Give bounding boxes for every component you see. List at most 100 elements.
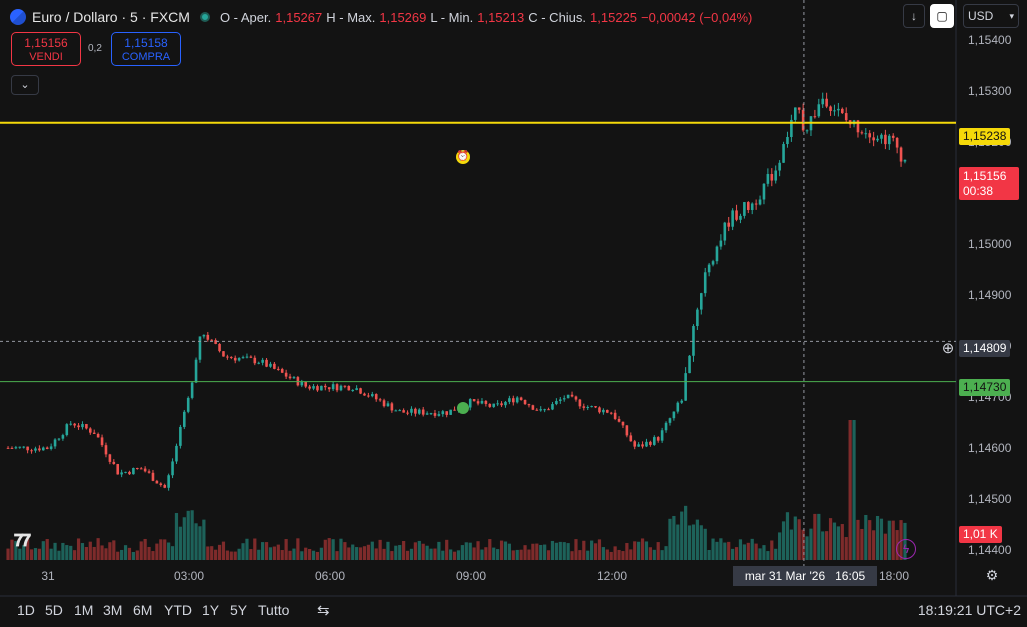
volume-bar bbox=[261, 542, 265, 560]
candle-body bbox=[163, 485, 167, 488]
event-marker-icon[interactable] bbox=[457, 402, 469, 414]
add-plus-icon[interactable]: ⊕ bbox=[941, 340, 955, 357]
volume-bar bbox=[445, 539, 449, 560]
candle-body bbox=[672, 411, 676, 419]
volume-bar bbox=[57, 550, 61, 560]
volume-bar bbox=[80, 543, 85, 560]
volume-bar bbox=[280, 550, 284, 560]
volume-bar bbox=[120, 549, 124, 560]
volume-bar bbox=[257, 549, 261, 560]
range-ytd-button[interactable]: YTD bbox=[164, 602, 192, 618]
alert-clock-icon[interactable]: ⏰ bbox=[456, 150, 470, 164]
range-1d-button[interactable]: 1D bbox=[17, 602, 35, 618]
volume-bar bbox=[770, 540, 774, 560]
candle-body bbox=[453, 409, 456, 411]
volume-bar bbox=[840, 524, 844, 560]
range-1m-button[interactable]: 1M bbox=[74, 602, 94, 618]
candle-body bbox=[629, 435, 633, 442]
volume-bar bbox=[92, 546, 96, 560]
candle-body bbox=[676, 402, 680, 412]
green-line-price-tag: 1,14730 bbox=[959, 379, 1011, 396]
candle-body bbox=[265, 359, 268, 367]
volume-bar bbox=[879, 518, 884, 560]
volume-bar bbox=[159, 539, 163, 560]
candle-body bbox=[143, 468, 147, 472]
open-label: O - Aper. bbox=[219, 9, 272, 25]
candle-body bbox=[288, 376, 292, 379]
volume-bar bbox=[554, 542, 558, 560]
candle-body bbox=[715, 246, 719, 262]
candle-body bbox=[527, 404, 531, 406]
candle-body bbox=[801, 109, 805, 131]
volume-bar bbox=[566, 543, 570, 560]
volume-bar bbox=[441, 550, 445, 560]
currency-select[interactable]: USD ▾ bbox=[963, 4, 1019, 28]
volume-bar bbox=[793, 516, 797, 560]
buy-label: COMPRA bbox=[121, 51, 171, 63]
volume-bar bbox=[864, 514, 868, 560]
volume-bar bbox=[18, 548, 22, 560]
sell-button[interactable]: 1,15156 VENDI bbox=[11, 32, 81, 66]
candle-body bbox=[696, 309, 699, 327]
volume-bar bbox=[774, 548, 778, 560]
buy-button[interactable]: 1,15158 COMPRA bbox=[111, 32, 181, 66]
range-all-button[interactable]: Tutto bbox=[258, 602, 290, 618]
volume-bar bbox=[155, 543, 159, 560]
volume-bar bbox=[421, 543, 425, 560]
candle-body bbox=[766, 174, 770, 184]
candle-body bbox=[625, 425, 629, 436]
candle-body bbox=[89, 428, 92, 433]
candle-body bbox=[120, 472, 123, 475]
collapse-chevron-icon[interactable]: ⌄ bbox=[11, 75, 39, 95]
range-5y-button[interactable]: 5Y bbox=[230, 602, 248, 618]
range-5d-button[interactable]: 5D bbox=[45, 602, 63, 618]
range-3m-button[interactable]: 3M bbox=[103, 602, 123, 618]
volume-bar bbox=[182, 517, 186, 560]
candle-body bbox=[351, 389, 355, 391]
volume-bar bbox=[535, 543, 539, 560]
high-label: H - Max. bbox=[326, 9, 376, 25]
screenshot-icon[interactable]: ▢ bbox=[930, 4, 954, 28]
volume-bar bbox=[88, 541, 92, 560]
volume-bar bbox=[593, 543, 598, 560]
volume-bar bbox=[625, 543, 629, 560]
volume-bar bbox=[852, 420, 856, 560]
candle-body bbox=[844, 113, 848, 121]
candle-body bbox=[562, 398, 566, 400]
clock[interactable]: 18:19:21 UTC+2 bbox=[918, 602, 1021, 618]
sell-label: VENDI bbox=[29, 51, 63, 63]
download-arrow-icon[interactable]: ↓ bbox=[903, 4, 925, 28]
volume-bar bbox=[22, 545, 26, 560]
x-axis-tick-label: 03:00 bbox=[174, 569, 204, 583]
range-6m-button[interactable]: 6M bbox=[133, 602, 153, 618]
candle-body bbox=[888, 135, 891, 145]
candle-body bbox=[758, 199, 762, 205]
candle-body bbox=[214, 340, 217, 344]
candle-body bbox=[183, 411, 186, 427]
candle-body bbox=[284, 372, 288, 377]
volume-bar bbox=[672, 515, 676, 560]
current-price-value: 1,15156 bbox=[963, 169, 1007, 183]
candle-body bbox=[132, 468, 135, 475]
close-value: 1,15225 bbox=[590, 9, 638, 25]
volume-bar bbox=[131, 551, 135, 560]
volume-bar bbox=[292, 548, 296, 560]
candle-body bbox=[324, 385, 327, 388]
candle-body bbox=[566, 394, 570, 399]
volume-bar bbox=[139, 541, 143, 560]
go-to-date-icon[interactable]: ⇆ bbox=[317, 602, 330, 619]
volume-bar bbox=[217, 544, 222, 560]
candle-body bbox=[570, 394, 574, 397]
symbol-title[interactable]: Euro / Dollaro · 5 · FXCM bbox=[32, 9, 190, 25]
candle-body bbox=[45, 447, 49, 449]
volume-bar bbox=[781, 521, 786, 560]
low-value: 1,15213 bbox=[477, 9, 525, 25]
axis-settings-gear-icon[interactable]: ⚙ bbox=[985, 567, 999, 583]
volume-bar bbox=[319, 547, 323, 560]
candle-body bbox=[617, 418, 621, 422]
candle-body bbox=[735, 210, 738, 220]
x-axis-tick-label: 06:00 bbox=[315, 569, 345, 583]
range-1y-button[interactable]: 1Y bbox=[202, 602, 220, 618]
lightning-icon[interactable]: ϟ bbox=[896, 539, 916, 559]
